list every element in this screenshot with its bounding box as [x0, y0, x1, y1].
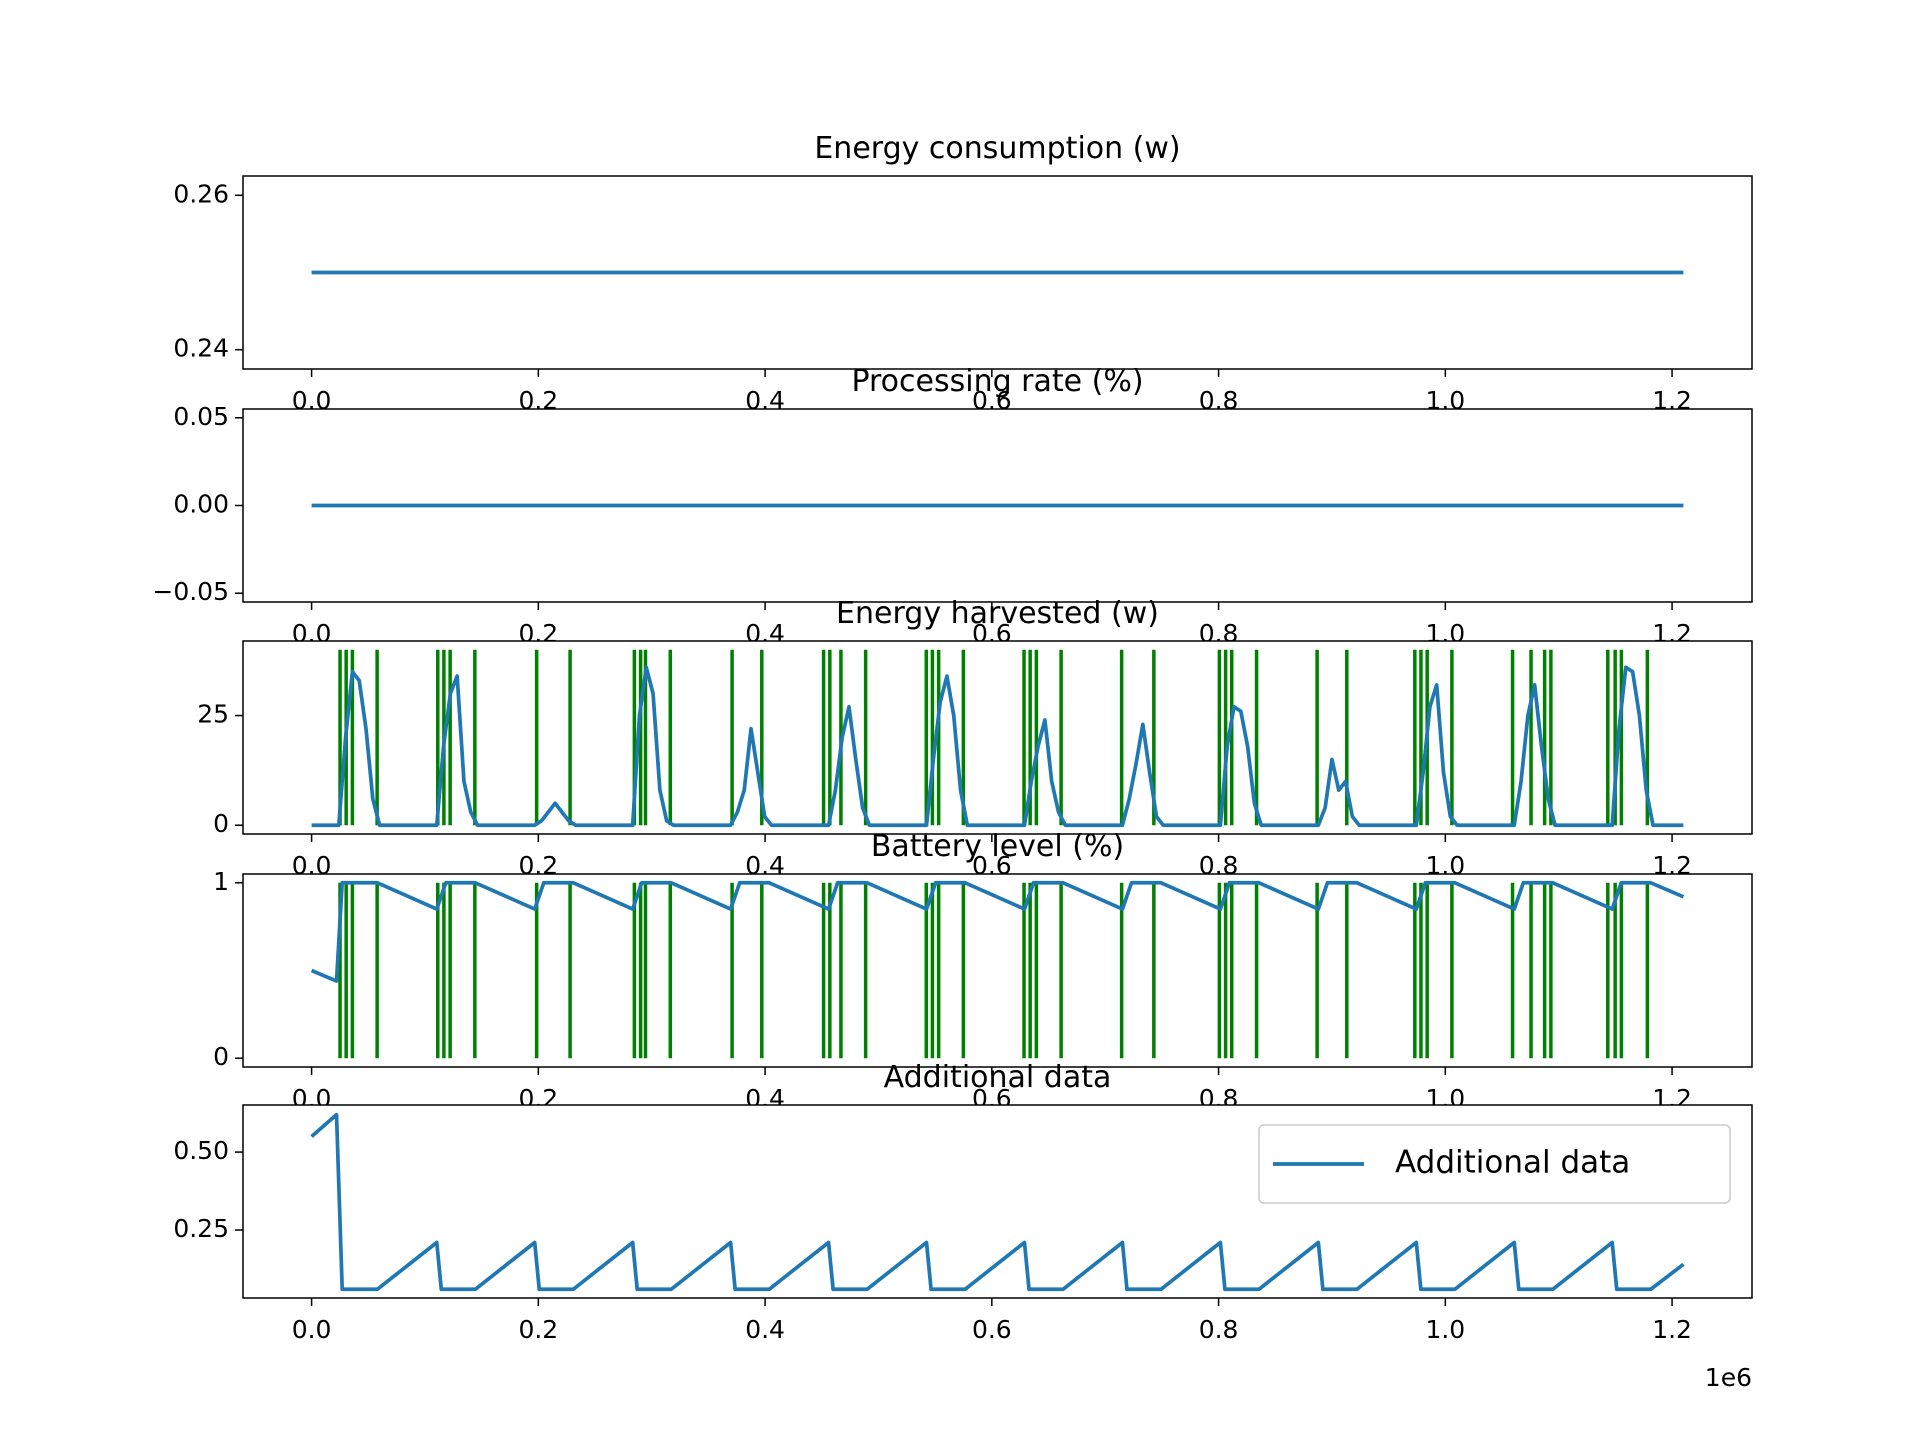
y-tick-label: 0 [213, 809, 229, 838]
x-tick-label: 1.0 [1425, 1315, 1465, 1344]
x-tick-label: 0.8 [1199, 1315, 1239, 1344]
y-tick-label: 0.24 [173, 334, 229, 363]
x-tick-label: 0.0 [292, 1315, 332, 1344]
y-tick-label: 0.26 [173, 179, 229, 208]
axes-frame [242, 175, 1753, 370]
y-tick-label: 0.00 [173, 490, 229, 519]
legend-label: Additional data [1395, 1145, 1630, 1181]
axes-background [243, 874, 1752, 1067]
chart-title: Processing rate (%) [851, 364, 1143, 399]
chart-title: Additional data [884, 1060, 1112, 1095]
x-tick-label: 0.6 [972, 1315, 1012, 1344]
x-axis-offset: 1e6 [1705, 1363, 1752, 1392]
chart-title: Energy harvested (w) [836, 596, 1159, 631]
x-tick-label: 0.4 [745, 1315, 785, 1344]
y-tick-label: 0.05 [173, 402, 229, 431]
y-tick-label: 0 [213, 1042, 229, 1071]
y-tick-label: 1 [213, 867, 229, 896]
y-tick-label: 0.50 [173, 1136, 229, 1165]
data-line [311, 665, 1684, 828]
chart-title: Energy consumption (w) [814, 131, 1180, 166]
axes-background [243, 641, 1752, 834]
y-tick-label: 25 [197, 700, 229, 729]
chart-title: Battery level (%) [871, 829, 1124, 864]
x-tick-label: 0.2 [518, 1315, 558, 1344]
data-line [310, 1112, 1685, 1292]
y-tick-label: −0.05 [152, 577, 229, 606]
y-tick-label: 0.25 [173, 1214, 229, 1243]
axes-frame [242, 873, 1753, 1068]
axes-frame [242, 408, 1753, 603]
legend-box [1258, 1124, 1731, 1204]
axes-frame [242, 640, 1753, 835]
axes-frame [242, 1104, 1753, 1299]
x-tick-label: 1.2 [1652, 1315, 1692, 1344]
data-line [310, 880, 1685, 983]
